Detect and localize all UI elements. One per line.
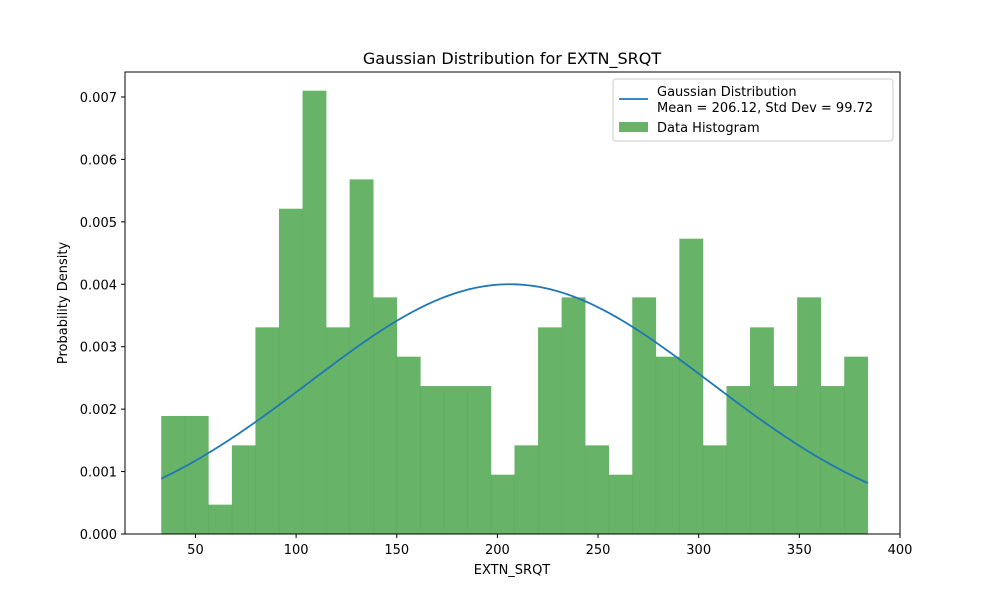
- y-tick-label: 0.004: [80, 278, 117, 293]
- histogram-bar: [255, 327, 280, 534]
- y-tick-label: 0.006: [80, 153, 117, 168]
- y-axis-label: Probability Density: [56, 242, 71, 365]
- histogram-bar: [514, 445, 539, 534]
- legend: Gaussian Distribution Mean = 206.12, Std…: [612, 78, 894, 142]
- histogram-bar: [278, 208, 303, 534]
- histogram-bar: [585, 445, 610, 534]
- histogram-bar: [726, 386, 751, 534]
- histogram-bar: [184, 416, 209, 534]
- plot-frame: [124, 71, 901, 535]
- histogram-bar: [231, 445, 256, 534]
- histogram-bar: [443, 386, 468, 534]
- histogram-bar: [561, 297, 586, 534]
- legend-box: [612, 78, 894, 142]
- histogram-bar: [820, 386, 845, 534]
- histogram-bar: [773, 386, 798, 534]
- histogram-bar: [844, 356, 869, 534]
- y-tick-label: 0.005: [80, 216, 117, 231]
- legend-histogram-swatch: [619, 122, 648, 132]
- histogram-bar: [632, 297, 657, 534]
- x-tick-label: 250: [586, 543, 611, 558]
- histogram-bar: [679, 238, 704, 535]
- y-tick-label: 0.000: [80, 528, 117, 543]
- x-tick-label: 400: [888, 543, 913, 558]
- histogram-bar: [467, 386, 492, 534]
- histogram-bar: [750, 327, 774, 534]
- legend-gaussian-stats: Mean = 206.12, Std Dev = 99.72: [657, 101, 873, 116]
- histogram-bar: [702, 445, 727, 534]
- x-tick-label: 200: [485, 543, 510, 558]
- histogram-bar: [608, 474, 633, 534]
- gaussian-curve: [160, 283, 869, 484]
- x-tick-label: 300: [686, 543, 711, 558]
- histogram-bar: [349, 179, 374, 534]
- histogram-bar: [420, 386, 445, 534]
- x-axis-ticks: 50 100 150 200 250 300 350 400: [187, 534, 912, 558]
- x-tick-label: 150: [384, 543, 409, 558]
- histogram-bar: [396, 356, 421, 534]
- x-tick-label: 100: [284, 543, 309, 558]
- y-axis-ticks: 0.000 0.001 0.002 0.003 0.004 0.005 0.006 0.007: [80, 91, 125, 543]
- histogram-bar: [302, 90, 327, 534]
- histogram-bar: [326, 327, 350, 534]
- y-tick-label: 0.003: [80, 341, 117, 356]
- y-tick-label: 0.007: [80, 91, 117, 106]
- y-tick-label: 0.002: [80, 403, 117, 418]
- histogram-bar: [208, 504, 233, 534]
- histogram-bars: [161, 90, 869, 535]
- x-axis-label: EXTN_SRQT: [474, 563, 551, 578]
- histogram-bar: [538, 327, 562, 534]
- x-tick-label: 350: [787, 543, 812, 558]
- histogram-bar: [161, 416, 186, 534]
- legend-gaussian-label: Gaussian Distribution: [657, 85, 797, 100]
- y-tick-label: 0.001: [80, 466, 117, 481]
- legend-histogram-label: Data Histogram: [657, 121, 760, 136]
- histogram-bar: [373, 297, 398, 534]
- histogram-bar: [655, 356, 680, 534]
- x-tick-label: 50: [187, 543, 204, 558]
- chart-title: Gaussian Distribution for EXTN_SRQT: [363, 49, 661, 69]
- histogram-bar: [797, 297, 821, 534]
- histogram-bar: [490, 474, 515, 534]
